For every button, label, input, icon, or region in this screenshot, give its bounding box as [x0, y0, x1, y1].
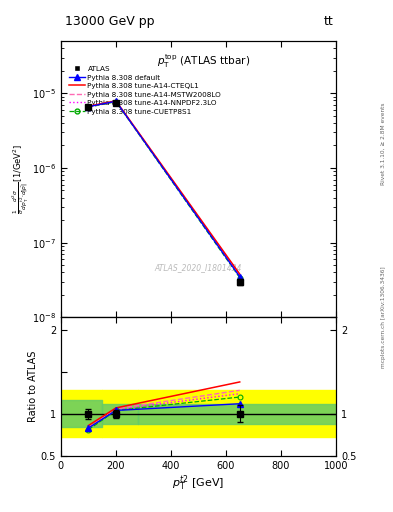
Text: tt: tt: [323, 15, 333, 28]
Text: $p_\mathrm{T}^\mathrm{top}$ (ATLAS ttbar): $p_\mathrm{T}^\mathrm{top}$ (ATLAS ttbar…: [157, 52, 251, 70]
Y-axis label: Ratio to ATLAS: Ratio to ATLAS: [28, 351, 38, 422]
Legend: ATLAS, Pythia 8.308 default, Pythia 8.308 tune-A14-CTEQL1, Pythia 8.308 tune-A14: ATLAS, Pythia 8.308 default, Pythia 8.30…: [67, 64, 223, 116]
Text: mcplots.cern.ch [arXiv:1306.3436]: mcplots.cern.ch [arXiv:1306.3436]: [381, 267, 386, 368]
X-axis label: $p_\mathrm{T}^{t2}$ [GeV]: $p_\mathrm{T}^{t2}$ [GeV]: [172, 473, 225, 493]
Text: 13000 GeV pp: 13000 GeV pp: [65, 15, 154, 28]
Y-axis label: $\frac{1}{\sigma}\frac{d^2\sigma}{dp_\mathrm{T}^{t2}\!\cdot\!d|\bar{p}|}\,[1/\ma: $\frac{1}{\sigma}\frac{d^2\sigma}{dp_\ma…: [11, 144, 31, 215]
Text: Rivet 3.1.10, ≥ 2.8M events: Rivet 3.1.10, ≥ 2.8M events: [381, 102, 386, 185]
Text: ATLAS_2020_I1801434: ATLAS_2020_I1801434: [155, 263, 242, 272]
